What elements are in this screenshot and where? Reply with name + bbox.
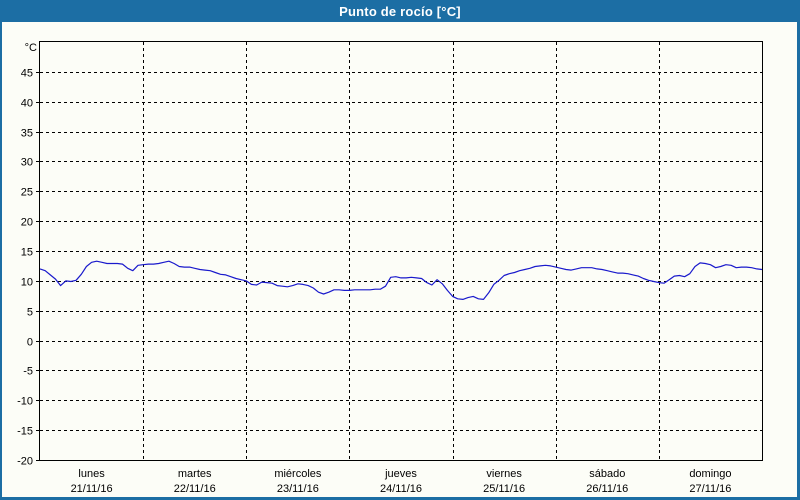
y-tick-label: -10 bbox=[17, 396, 33, 408]
y-tick-label: -5 bbox=[23, 366, 33, 378]
y-tick-label: -20 bbox=[17, 456, 33, 468]
day-name-label: sábado bbox=[589, 468, 625, 480]
dewpoint-series-line bbox=[39, 260, 763, 300]
day-name-label: lunes bbox=[78, 468, 105, 480]
day-date-label: 21/11/16 bbox=[71, 483, 113, 495]
y-tick-label: 10 bbox=[21, 277, 33, 289]
day-name-label: miércoles bbox=[274, 468, 322, 480]
day-date-label: 27/11/16 bbox=[689, 483, 731, 495]
y-tick-label: 15 bbox=[21, 247, 33, 259]
day-date-label: 24/11/16 bbox=[380, 483, 422, 495]
day-date-label: 25/11/16 bbox=[483, 483, 525, 495]
y-tick-label: 30 bbox=[21, 157, 33, 169]
day-name-label: domingo bbox=[689, 468, 731, 480]
plot-border bbox=[39, 41, 763, 461]
y-tick-label: 45 bbox=[21, 68, 33, 80]
y-tick-label: 5 bbox=[27, 307, 33, 319]
day-name-label: jueves bbox=[384, 468, 417, 480]
day-date-label: 26/11/16 bbox=[586, 483, 628, 495]
y-tick-label: 25 bbox=[21, 187, 33, 199]
day-name-label: martes bbox=[178, 468, 212, 480]
y-tick-label: 40 bbox=[21, 98, 33, 110]
y-tick-label: 0 bbox=[27, 337, 33, 349]
chart-title: Punto de rocío [°C] bbox=[339, 3, 461, 19]
chart-title-bar: Punto de rocío [°C] bbox=[0, 0, 800, 22]
y-axis-unit-label: °C bbox=[25, 42, 37, 54]
day-date-label: 23/11/16 bbox=[277, 483, 319, 495]
chart-panel bbox=[2, 22, 797, 497]
y-tick-label: -15 bbox=[17, 426, 33, 438]
y-tick-label: 20 bbox=[21, 217, 33, 229]
y-tick-label: 35 bbox=[21, 128, 33, 140]
day-name-label: viernes bbox=[486, 468, 522, 480]
day-date-label: 22/11/16 bbox=[174, 483, 216, 495]
